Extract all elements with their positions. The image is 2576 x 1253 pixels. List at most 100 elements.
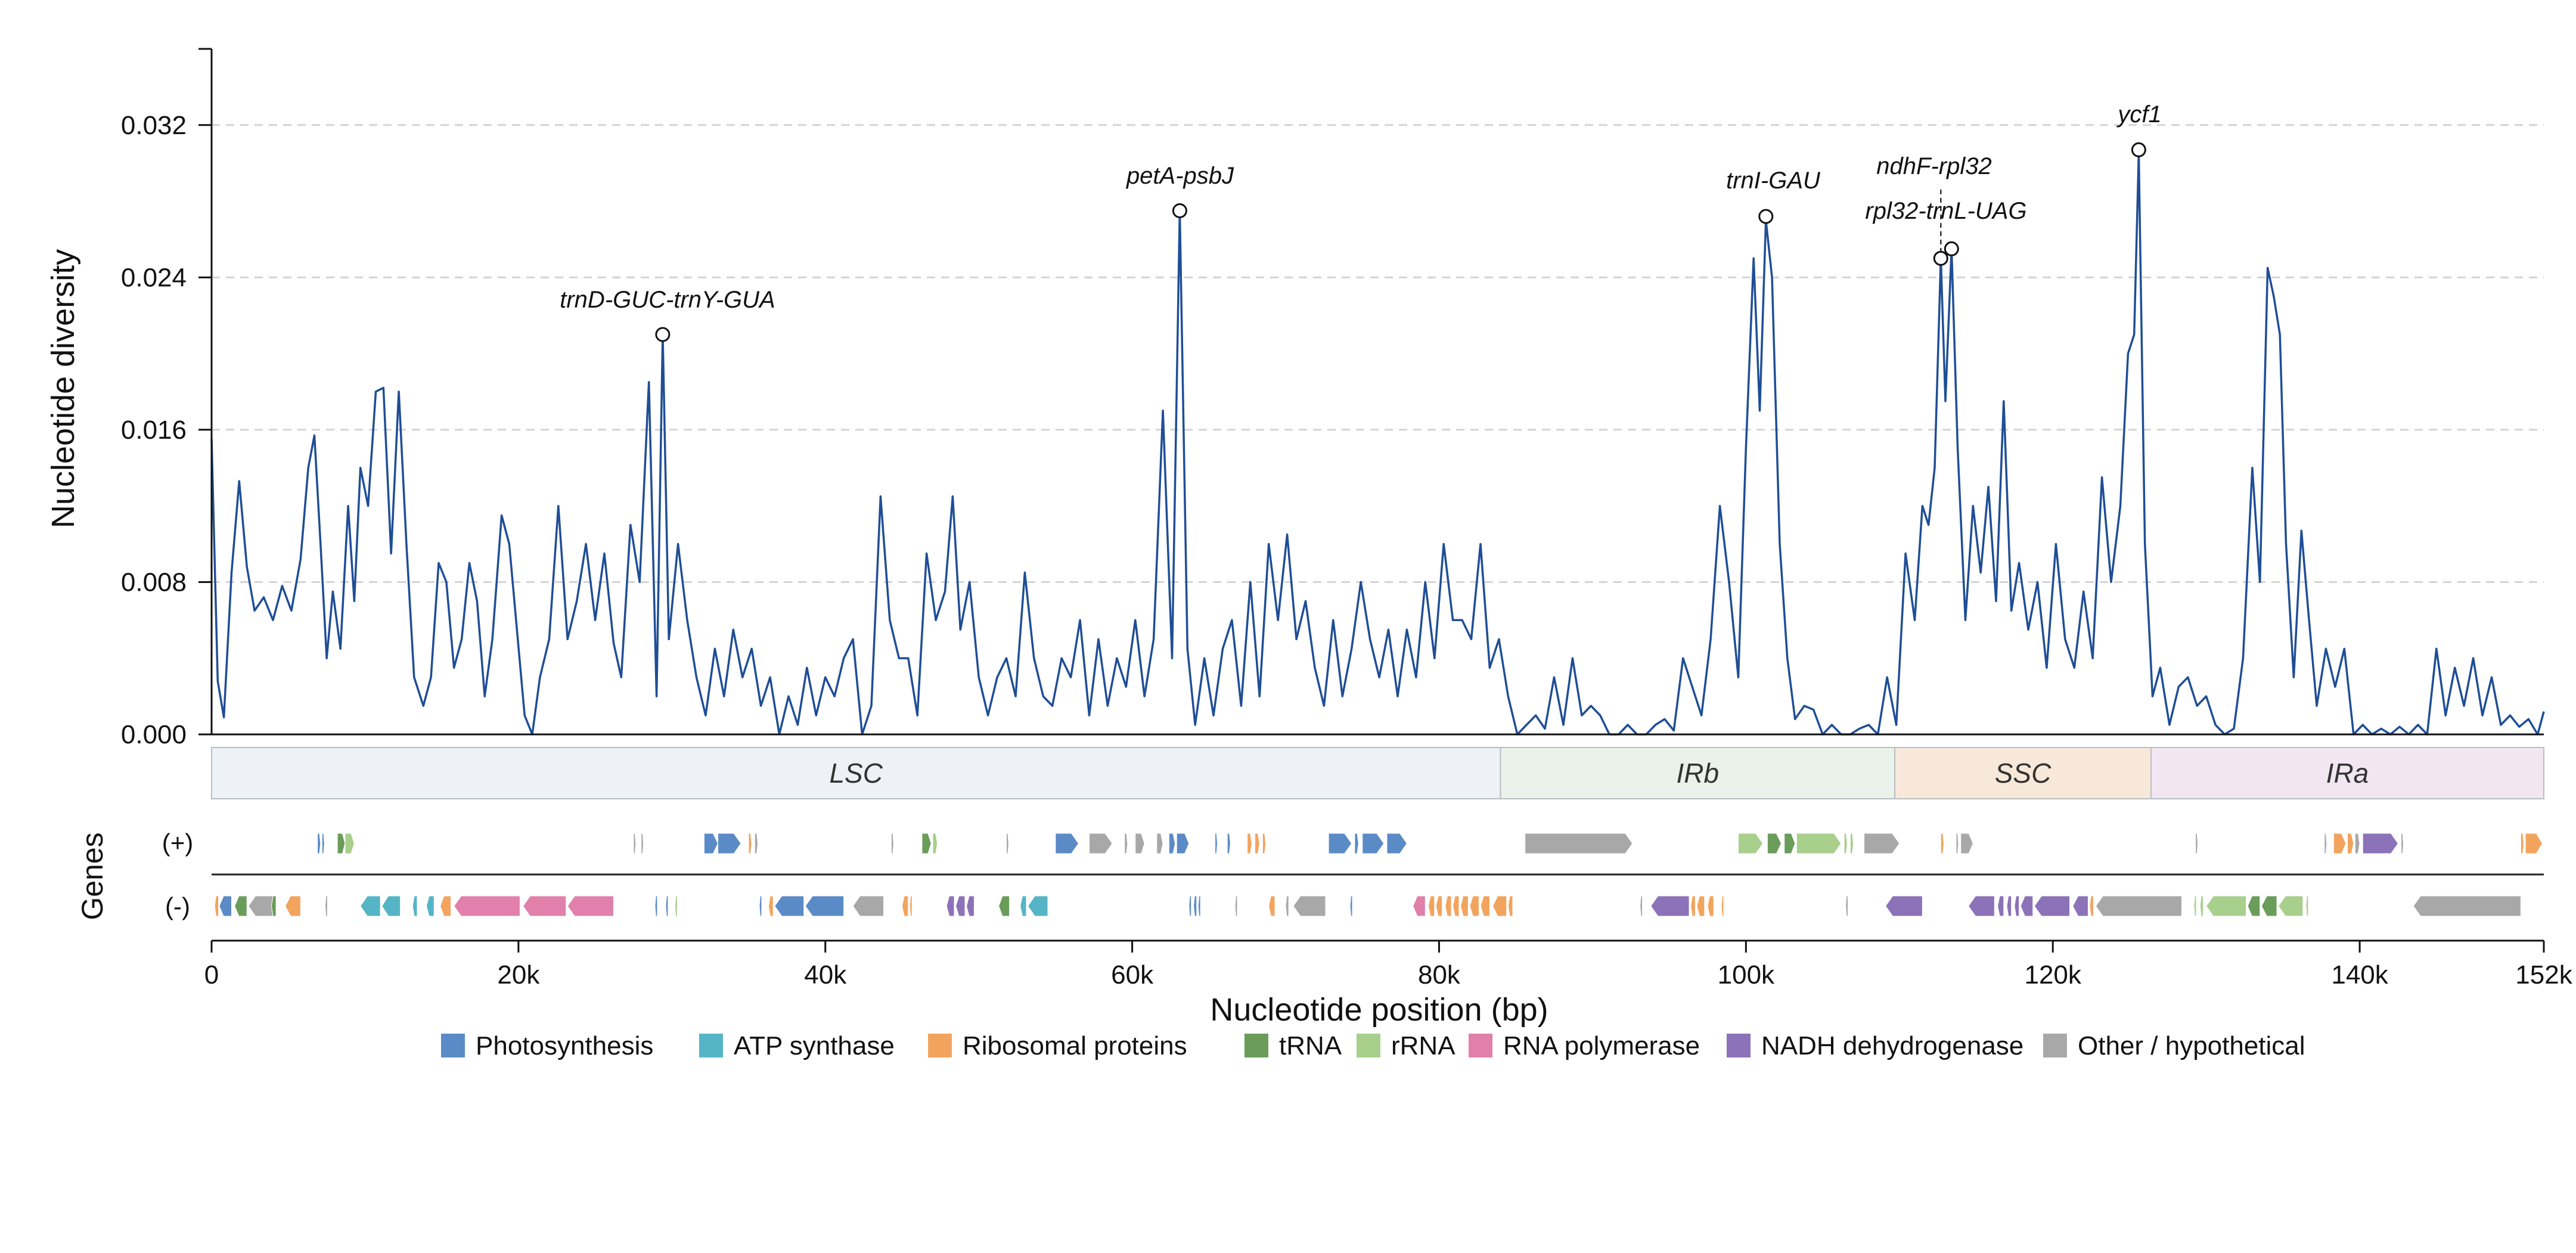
x-tick-label: 152k xyxy=(2515,960,2572,990)
gene-minus-other xyxy=(1285,895,1289,917)
x-tick-label: 60k xyxy=(1111,960,1154,990)
gene-plus-rrna xyxy=(344,833,355,854)
y-tick-label: 0.024 xyxy=(121,263,187,292)
gene-plus-other xyxy=(2401,833,2404,854)
gene-minus-photo xyxy=(1197,895,1201,917)
gene-minus-photo xyxy=(805,895,845,917)
gene-minus-rrna xyxy=(2278,895,2304,917)
gene-minus-rnap xyxy=(567,895,614,917)
gene-plus-other xyxy=(1089,833,1113,854)
gene-minus-atp xyxy=(381,895,401,917)
region-label-ira: IRa xyxy=(2326,758,2369,789)
gene-plus-ribo xyxy=(748,833,752,854)
gene-minus-photo xyxy=(654,895,658,917)
peak-marker xyxy=(1758,209,1774,224)
gene-minus-ribo xyxy=(1445,895,1452,917)
gene-plus-other xyxy=(2324,833,2327,854)
x-axis-title: Nucleotide position (bp) xyxy=(1210,992,1548,1028)
gene-plus-other xyxy=(1956,833,1959,854)
gene-plus-photo xyxy=(1386,833,1408,854)
legend-label-ribo: Ribosomal proteins xyxy=(963,1031,1187,1060)
gene-plus-photo xyxy=(1362,833,1385,854)
gene-plus-ribo xyxy=(2333,833,2347,854)
gene-plus-ribo xyxy=(2520,833,2525,854)
gene-minus-ndh xyxy=(2014,895,2020,917)
gene-minus-ribo xyxy=(1469,895,1479,917)
gene-minus-ndh xyxy=(1650,895,1690,917)
gene-minus-trna xyxy=(2247,895,2261,917)
legend-swatch-ndh xyxy=(1727,1034,1751,1057)
gene-minus-rnap xyxy=(454,895,520,917)
gene-plus-other xyxy=(754,833,758,854)
legend-swatch-rrna xyxy=(1357,1034,1380,1057)
region-ssc xyxy=(1894,747,2152,799)
gene-minus-ribo xyxy=(1435,895,1443,917)
legend-swatch-other xyxy=(2043,1034,2067,1057)
gene-minus-ribo xyxy=(1460,895,1469,917)
gene-minus-photo xyxy=(665,895,669,917)
gene-plus-other xyxy=(890,833,894,854)
gene-minus-ribo xyxy=(1427,895,1435,917)
gene-minus-ndh xyxy=(2006,895,2012,917)
gene-minus-trna xyxy=(2261,895,2277,917)
gene-plus-photo xyxy=(321,833,325,854)
peak-label: ndhF-rpl32 xyxy=(1876,153,1991,179)
region-lsc xyxy=(211,747,1501,799)
gene-plus-rrna xyxy=(1843,833,1848,854)
y-axis-title: Nucleotide diversity xyxy=(45,249,81,528)
gene-plus-photo xyxy=(1354,833,1359,854)
gene-plus-trna xyxy=(1767,833,1782,854)
gene-minus-ribo xyxy=(1492,895,1507,917)
gene-minus-photo xyxy=(774,895,805,917)
x-tick-label: 80k xyxy=(1418,960,1461,990)
gene-plus-photo xyxy=(317,833,321,854)
legend-swatch-rnap xyxy=(1469,1034,1492,1057)
gene-minus-rrna xyxy=(2206,895,2247,917)
peak-annotations: trnD-GUC-trnY-GUA petA-psbJ trnI-GAU ndhF-r… xyxy=(560,101,2162,342)
gene-minus-atp xyxy=(412,895,418,917)
plus-strand-label: (+) xyxy=(162,829,194,857)
gene-minus-ribo xyxy=(1507,895,1513,917)
legend-swatch-trna xyxy=(1244,1034,1268,1057)
gene-minus-ndh xyxy=(1885,895,1923,917)
gene-plus-photo xyxy=(1227,833,1231,854)
gene-minus-ribo xyxy=(1707,895,1714,917)
gene-plus-ribo xyxy=(2525,833,2543,854)
gene-minus-other xyxy=(852,895,884,917)
legend-swatch-atp xyxy=(699,1034,723,1057)
peak-label: trnD-GUC-trnY-GUA xyxy=(560,287,775,313)
peak-label: trnI-GAU xyxy=(1726,168,1821,194)
gene-minus-ribo xyxy=(1480,895,1490,917)
gene-minus-ribo xyxy=(901,895,909,917)
gene-minus-ndh xyxy=(2034,895,2071,917)
gene-minus-ribo xyxy=(768,895,774,917)
x-tick-label: 140k xyxy=(2331,960,2388,990)
gene-minus-ribo xyxy=(1721,895,1724,917)
gene-plus-rrna xyxy=(932,833,938,854)
legend-swatch-ribo xyxy=(928,1034,952,1057)
x-tick-label: 0 xyxy=(204,960,219,990)
gene-minus-other xyxy=(1293,895,1326,917)
gene-minus-atp xyxy=(1020,895,1027,917)
y-tick-label: 0.032 xyxy=(121,111,187,140)
gene-minus-other xyxy=(1640,895,1643,917)
gene-minus-trna xyxy=(998,895,1010,917)
region-label-irb: IRb xyxy=(1676,758,1719,789)
legend-label-other: Other / hypothetical xyxy=(2078,1031,2305,1060)
gene-minus-rrna xyxy=(2199,895,2203,917)
gene-plus-photo xyxy=(1055,833,1079,854)
diversity-series xyxy=(210,152,2545,736)
x-tick-label: 20k xyxy=(497,960,540,990)
gene-minus-rrna xyxy=(2193,895,2197,917)
axes xyxy=(198,48,2545,953)
gene-minus-ribo xyxy=(285,895,301,917)
gene-minus-rnap xyxy=(522,895,567,917)
legend-label-rrna: rRNA xyxy=(1391,1031,1455,1060)
peak-label: ycf1 xyxy=(2116,101,2161,128)
legend-label-atp: ATP synthase xyxy=(734,1031,895,1060)
gene-plus-other xyxy=(2195,833,2198,854)
legend-label-rnap: RNA polymerase xyxy=(1503,1031,1700,1060)
gene-plus-other xyxy=(1525,833,1633,854)
gene-plus-rrna xyxy=(1849,833,1854,854)
gene-plus-other xyxy=(1135,833,1145,854)
